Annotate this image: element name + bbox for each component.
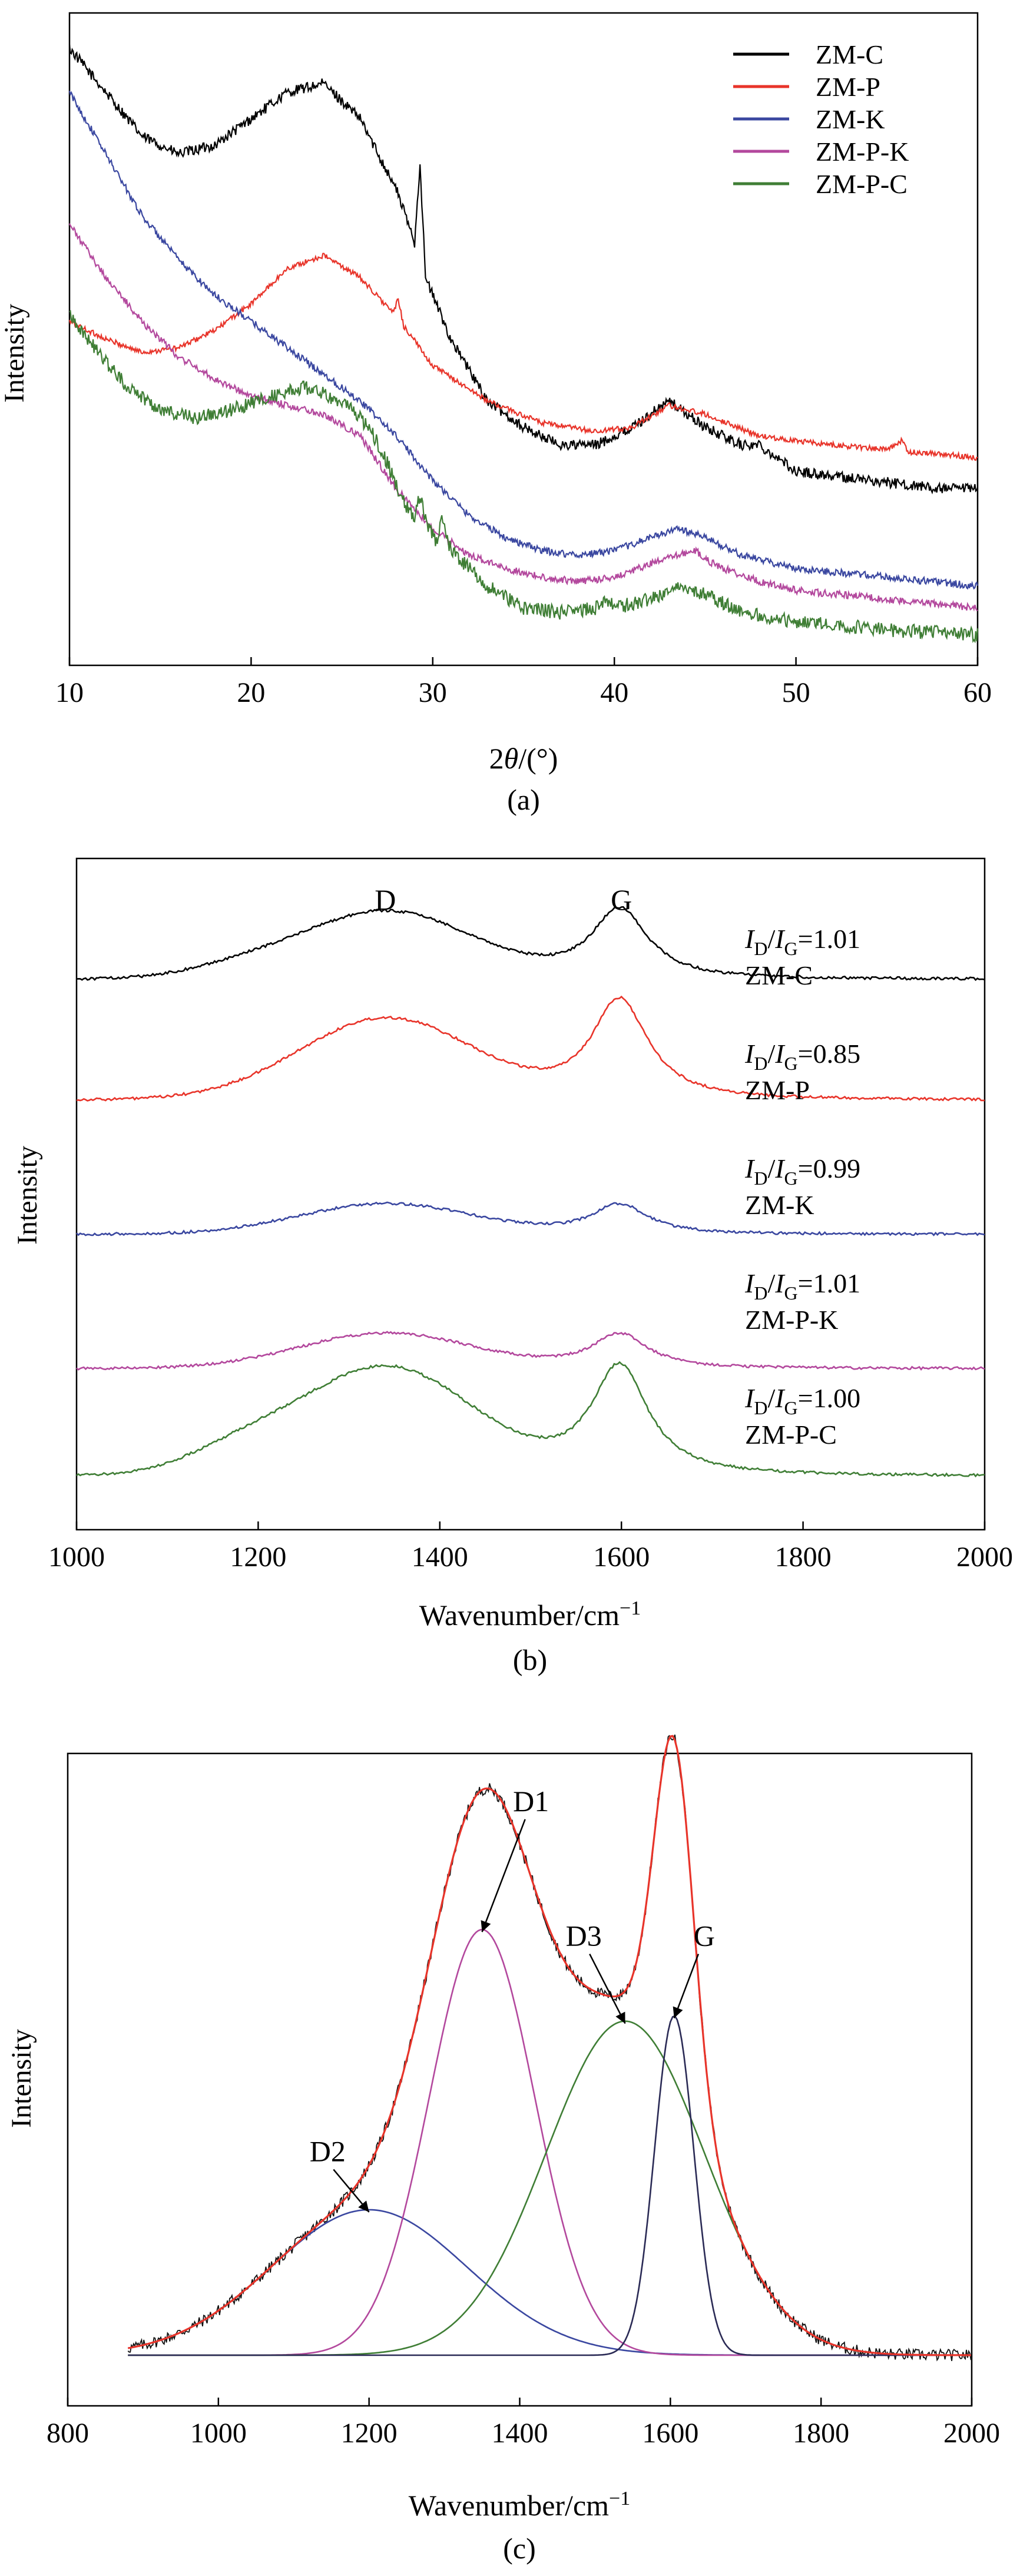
series-line-zm-k [76, 1201, 985, 1236]
panel-b-ylabel: Intensity [12, 1146, 43, 1245]
component-line-g [128, 2015, 971, 2356]
annotation-arrowhead [673, 2006, 683, 2018]
x-tick-label: 60 [963, 677, 992, 708]
series-line-zm-p-k [76, 1331, 985, 1371]
annotation-arrowhead [481, 1920, 491, 1932]
x-tick-label: 2000 [943, 2418, 1000, 2449]
x-tick-label: 1600 [593, 1541, 650, 1573]
legend-label: ZM-P [816, 72, 880, 102]
panel-a-x-ticks: 10 20 30 40 50 60 [55, 657, 992, 708]
legend-label: ZM-P-C [816, 169, 908, 199]
series-line-zm-p-k [69, 223, 978, 612]
panel-a-ylabel: Intensity [0, 304, 30, 403]
x-tick-label: 1200 [341, 2418, 398, 2449]
panel-b-frame [75, 857, 986, 1531]
panel-b-annotations: ID/IG=1.01ZM-CID/IG=0.85ZM-PID/IG=0.99ZM… [744, 924, 860, 1450]
annotation-arrow [673, 1954, 700, 2018]
series-line-zm-c [76, 906, 985, 982]
annotation-arrow [589, 1954, 626, 2024]
ratio-label: ID/IG=0.85 [744, 1039, 860, 1074]
x-tick-label: 20 [237, 677, 265, 708]
panel-c-ylabel: Intensity [6, 2029, 37, 2128]
panel-a-xlabel: 2θ/(°) [489, 742, 558, 775]
legend-label: ZM-P-K [816, 137, 909, 167]
series-line-zm-c [68, 44, 979, 495]
panel-c-label: (c) [503, 2532, 536, 2565]
series-line-zm-p-c [76, 1361, 985, 1478]
fitted-sum-line [128, 1735, 971, 2356]
x-tick-label: 50 [782, 677, 810, 708]
x-tick-label: 1400 [492, 2418, 548, 2449]
panel-b-label: (b) [513, 1643, 547, 1676]
panel-a-frame [68, 12, 979, 667]
panel-a-curves [68, 44, 979, 644]
annotation-arrowhead [358, 2200, 369, 2212]
legend-label: ZM-C [816, 39, 883, 69]
x-tick-label: 1000 [190, 2418, 247, 2449]
annotation-arrow [481, 1819, 526, 1932]
sample-label: ZM-K [745, 1190, 814, 1220]
series-line-zm-p-c [69, 310, 979, 644]
sample-label: ZM-P-K [745, 1305, 838, 1335]
component-label-d2: D2 [310, 2135, 346, 2168]
ratio-label: ID/IG=1.01 [744, 924, 860, 959]
ratio-label: ID/IG=1.01 [744, 1268, 860, 1304]
annotation-arrowhead [615, 2011, 625, 2024]
panel-c-curves [127, 1734, 972, 2362]
sample-label: ZM-C [745, 960, 813, 990]
x-tick-label: 10 [55, 677, 84, 708]
panel-a-legend: ZM-CZM-PZM-KZM-P-KZM-P-C [733, 39, 909, 199]
panel-a: 10 20 30 40 50 60 Intensity 2θ/(°) (a) ZM-CZM… [0, 12, 992, 816]
panel-c-x-ticks: 800 1000 1200 1400 1600 1800 2000 [47, 2398, 1000, 2449]
component-line-d3 [128, 2020, 971, 2356]
x-tick-label: 800 [47, 2418, 89, 2449]
sample-label: ZM-P-C [745, 1420, 837, 1450]
x-tick-label: 1800 [793, 2418, 849, 2449]
series-line-zm-k [68, 91, 979, 590]
raw-spectrum-line [127, 1734, 972, 2362]
series-line-zm-p [68, 253, 978, 461]
panel-b-xlabel: Wavenumber/cm−1 [419, 1597, 641, 1632]
x-tick-label: 1800 [775, 1541, 832, 1573]
x-tick-label: 40 [600, 677, 628, 708]
component-label-d3: D3 [566, 1919, 602, 1952]
panel-c-component-labels: D2 D1 D3 G [310, 1785, 715, 2213]
panel-c-xlabel: Wavenumber/cm−1 [409, 2488, 630, 2522]
x-tick-label: 30 [419, 677, 447, 708]
panel-b-x-ticks: 1000 1200 1400 1600 1800 2000 [48, 1521, 1013, 1573]
legend-label: ZM-K [816, 104, 885, 134]
component-label-d1: D1 [513, 1785, 549, 1818]
panel-b-curves [76, 906, 985, 1478]
peak-label-d: D [375, 883, 396, 916]
x-tick-label: 2000 [956, 1541, 1013, 1573]
panel-a-label: (a) [507, 783, 540, 816]
ratio-label: ID/IG=0.99 [744, 1153, 860, 1189]
x-tick-label: 1200 [230, 1541, 286, 1573]
component-label-g: G [694, 1919, 715, 1952]
sample-label: ZM-P [745, 1075, 810, 1105]
series-line-zm-p [76, 995, 985, 1102]
peak-label-g: G [611, 883, 632, 916]
x-tick-label: 1400 [412, 1541, 468, 1573]
ratio-label: ID/IG=1.00 [744, 1383, 860, 1418]
panel-c-frame [67, 1752, 973, 2407]
x-tick-label: 1000 [48, 1541, 105, 1573]
panel-c: 800 1000 1200 1400 1600 1800 2000 D2 D1 D3 G Inte… [6, 1734, 1000, 2565]
x-tick-label: 1600 [642, 2418, 698, 2449]
